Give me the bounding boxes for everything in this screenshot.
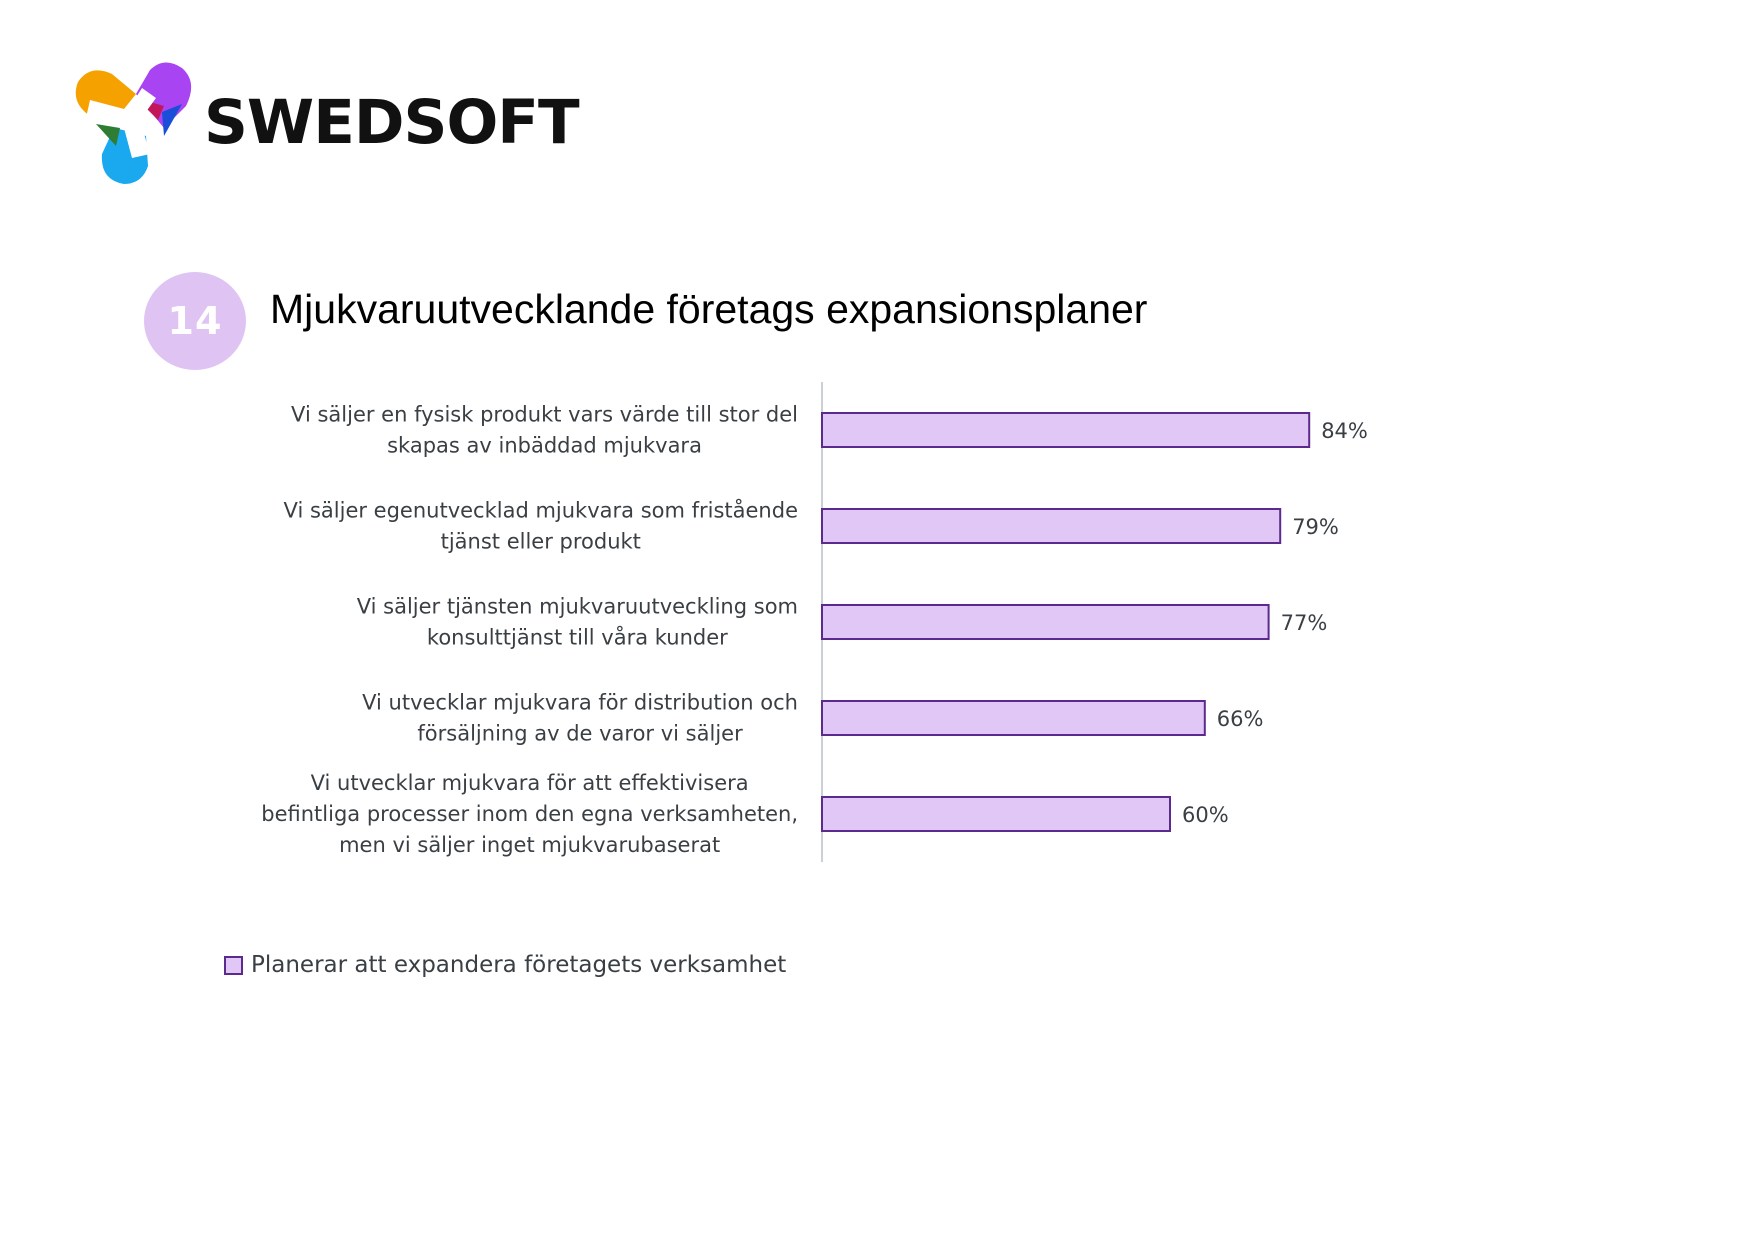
bar-0 [821, 412, 1311, 448]
swedsoft-logo: SWEDSOFT [72, 62, 580, 192]
bar-1 [821, 508, 1282, 544]
category-label-0: Vi säljer en fysisk produkt vars värde t… [291, 403, 798, 458]
category-label-4: Vi utvecklar mjukvara för att effektivis… [261, 771, 798, 857]
slide-title: Mjukvaruutvecklande företags expansionsp… [270, 286, 1148, 332]
data-label-3: 66% [1217, 707, 1264, 731]
bar-4 [821, 796, 1171, 832]
category-label-line: Vi utvecklar mjukvara för att effektivis… [311, 771, 749, 795]
slide-number-badge: 14 [144, 272, 246, 370]
data-label-4: 60% [1182, 803, 1229, 827]
category-label-2: Vi säljer tjänsten mjukvaruutveckling so… [357, 595, 798, 650]
category-label-line: Vi säljer en fysisk produkt vars värde t… [291, 403, 798, 427]
category-label-1: Vi säljer egenutvecklad mjukvara som fri… [284, 498, 798, 554]
category-label-line: befintliga processer inom den egna verks… [261, 802, 798, 826]
category-label-line: Vi säljer tjänsten mjukvaruutveckling so… [357, 595, 798, 619]
category-label-line: konsulttjänst till våra kunder [427, 625, 728, 650]
swedsoft-logo-icon [75, 62, 192, 184]
bar-2 [821, 604, 1270, 640]
bar-3 [821, 700, 1206, 736]
data-label-2: 77% [1281, 611, 1328, 635]
category-label-line: tjänst eller produkt [441, 530, 641, 554]
category-label-line: Vi utvecklar mjukvara för distribution o… [362, 691, 798, 715]
data-label-0: 84% [1321, 419, 1368, 443]
data-label-1: 79% [1292, 515, 1339, 539]
category-label-line: men vi säljer inget mjukvarubaserat [339, 833, 720, 857]
chart-legend: Planerar att expandera företagets verksa… [224, 952, 786, 978]
slide-number: 14 [167, 299, 223, 343]
category-label-line: skapas av inbäddad mjukvara [387, 434, 702, 458]
category-label-3: Vi utvecklar mjukvara för distribution o… [362, 691, 798, 746]
category-label-line: försäljning av de varor vi säljer [417, 722, 743, 746]
category-label-line: Vi säljer egenutvecklad mjukvara som fri… [284, 498, 798, 523]
legend-label: Planerar att expandera företagets verksa… [251, 952, 787, 978]
legend-swatch [224, 955, 243, 975]
brand-wordmark: SWEDSOFT [204, 87, 580, 158]
